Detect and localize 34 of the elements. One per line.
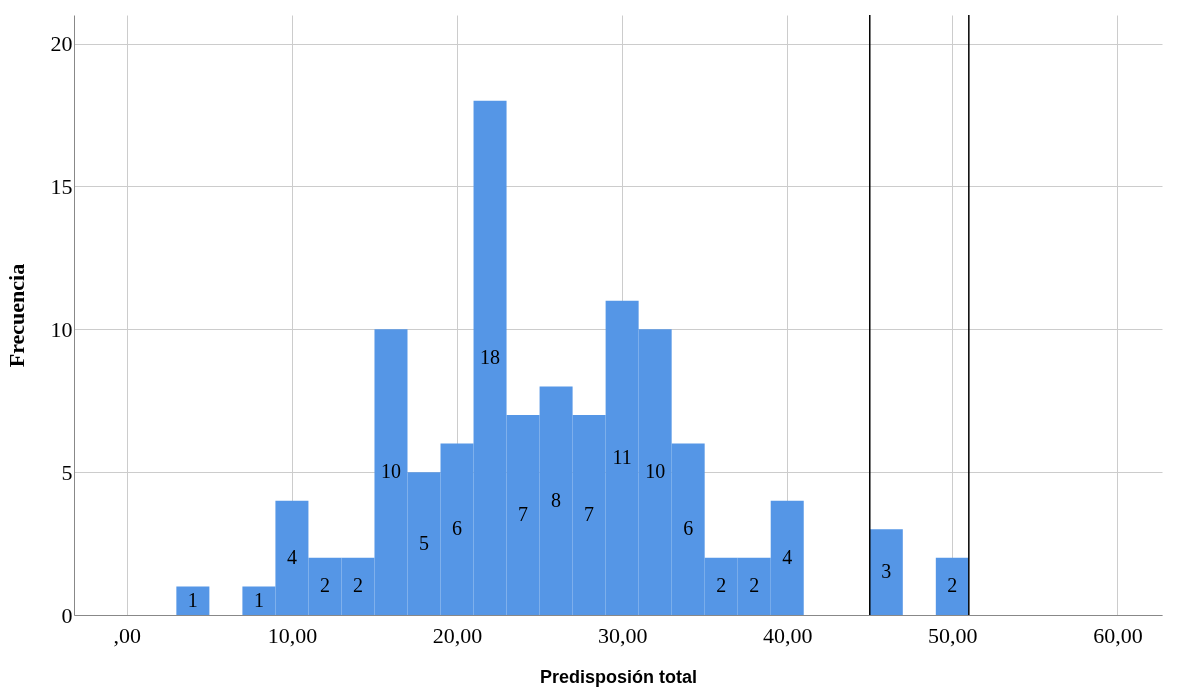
data-label: 5: [419, 531, 430, 554]
data-label: 4: [782, 545, 793, 568]
data-label: 8: [551, 488, 562, 511]
x-tick-label: ,00: [113, 622, 142, 648]
data-label: 6: [683, 517, 694, 540]
x-tick-label: 20,00: [432, 622, 483, 648]
data-label: 11: [612, 445, 632, 468]
y-tick-label: 0: [61, 602, 73, 628]
data-label: 2: [947, 574, 958, 597]
y-tick-label: 10: [50, 316, 73, 342]
data-label: 1: [253, 588, 264, 611]
x-axis-title: Predisposión total: [539, 666, 698, 687]
data-label: 2: [352, 574, 363, 597]
data-label: 10: [645, 460, 666, 483]
data-label: 2: [749, 574, 760, 597]
data-label: 4: [286, 545, 297, 568]
data-label: 2: [716, 574, 727, 597]
data-label: 6: [452, 517, 463, 540]
data-label: 10: [380, 460, 401, 483]
data-label: 3: [881, 560, 892, 583]
data-label: 7: [584, 503, 595, 525]
y-tick-label: 20: [50, 31, 73, 57]
x-tick-label: 30,00: [597, 622, 648, 648]
y-axis-title: Frecuencia: [3, 263, 29, 368]
y-tick-label: 15: [50, 173, 73, 199]
x-tick-label: 10,00: [267, 622, 318, 648]
x-tick-label: 40,00: [762, 622, 813, 648]
x-tick-label: 50,00: [928, 622, 978, 648]
data-label: 1: [187, 588, 198, 611]
data-label: 7: [518, 503, 529, 525]
y-tick-label: 5: [61, 459, 73, 485]
x-tick-label: 60,00: [1093, 622, 1143, 648]
data-label: 2: [319, 574, 330, 597]
data-label: 18: [480, 345, 501, 368]
